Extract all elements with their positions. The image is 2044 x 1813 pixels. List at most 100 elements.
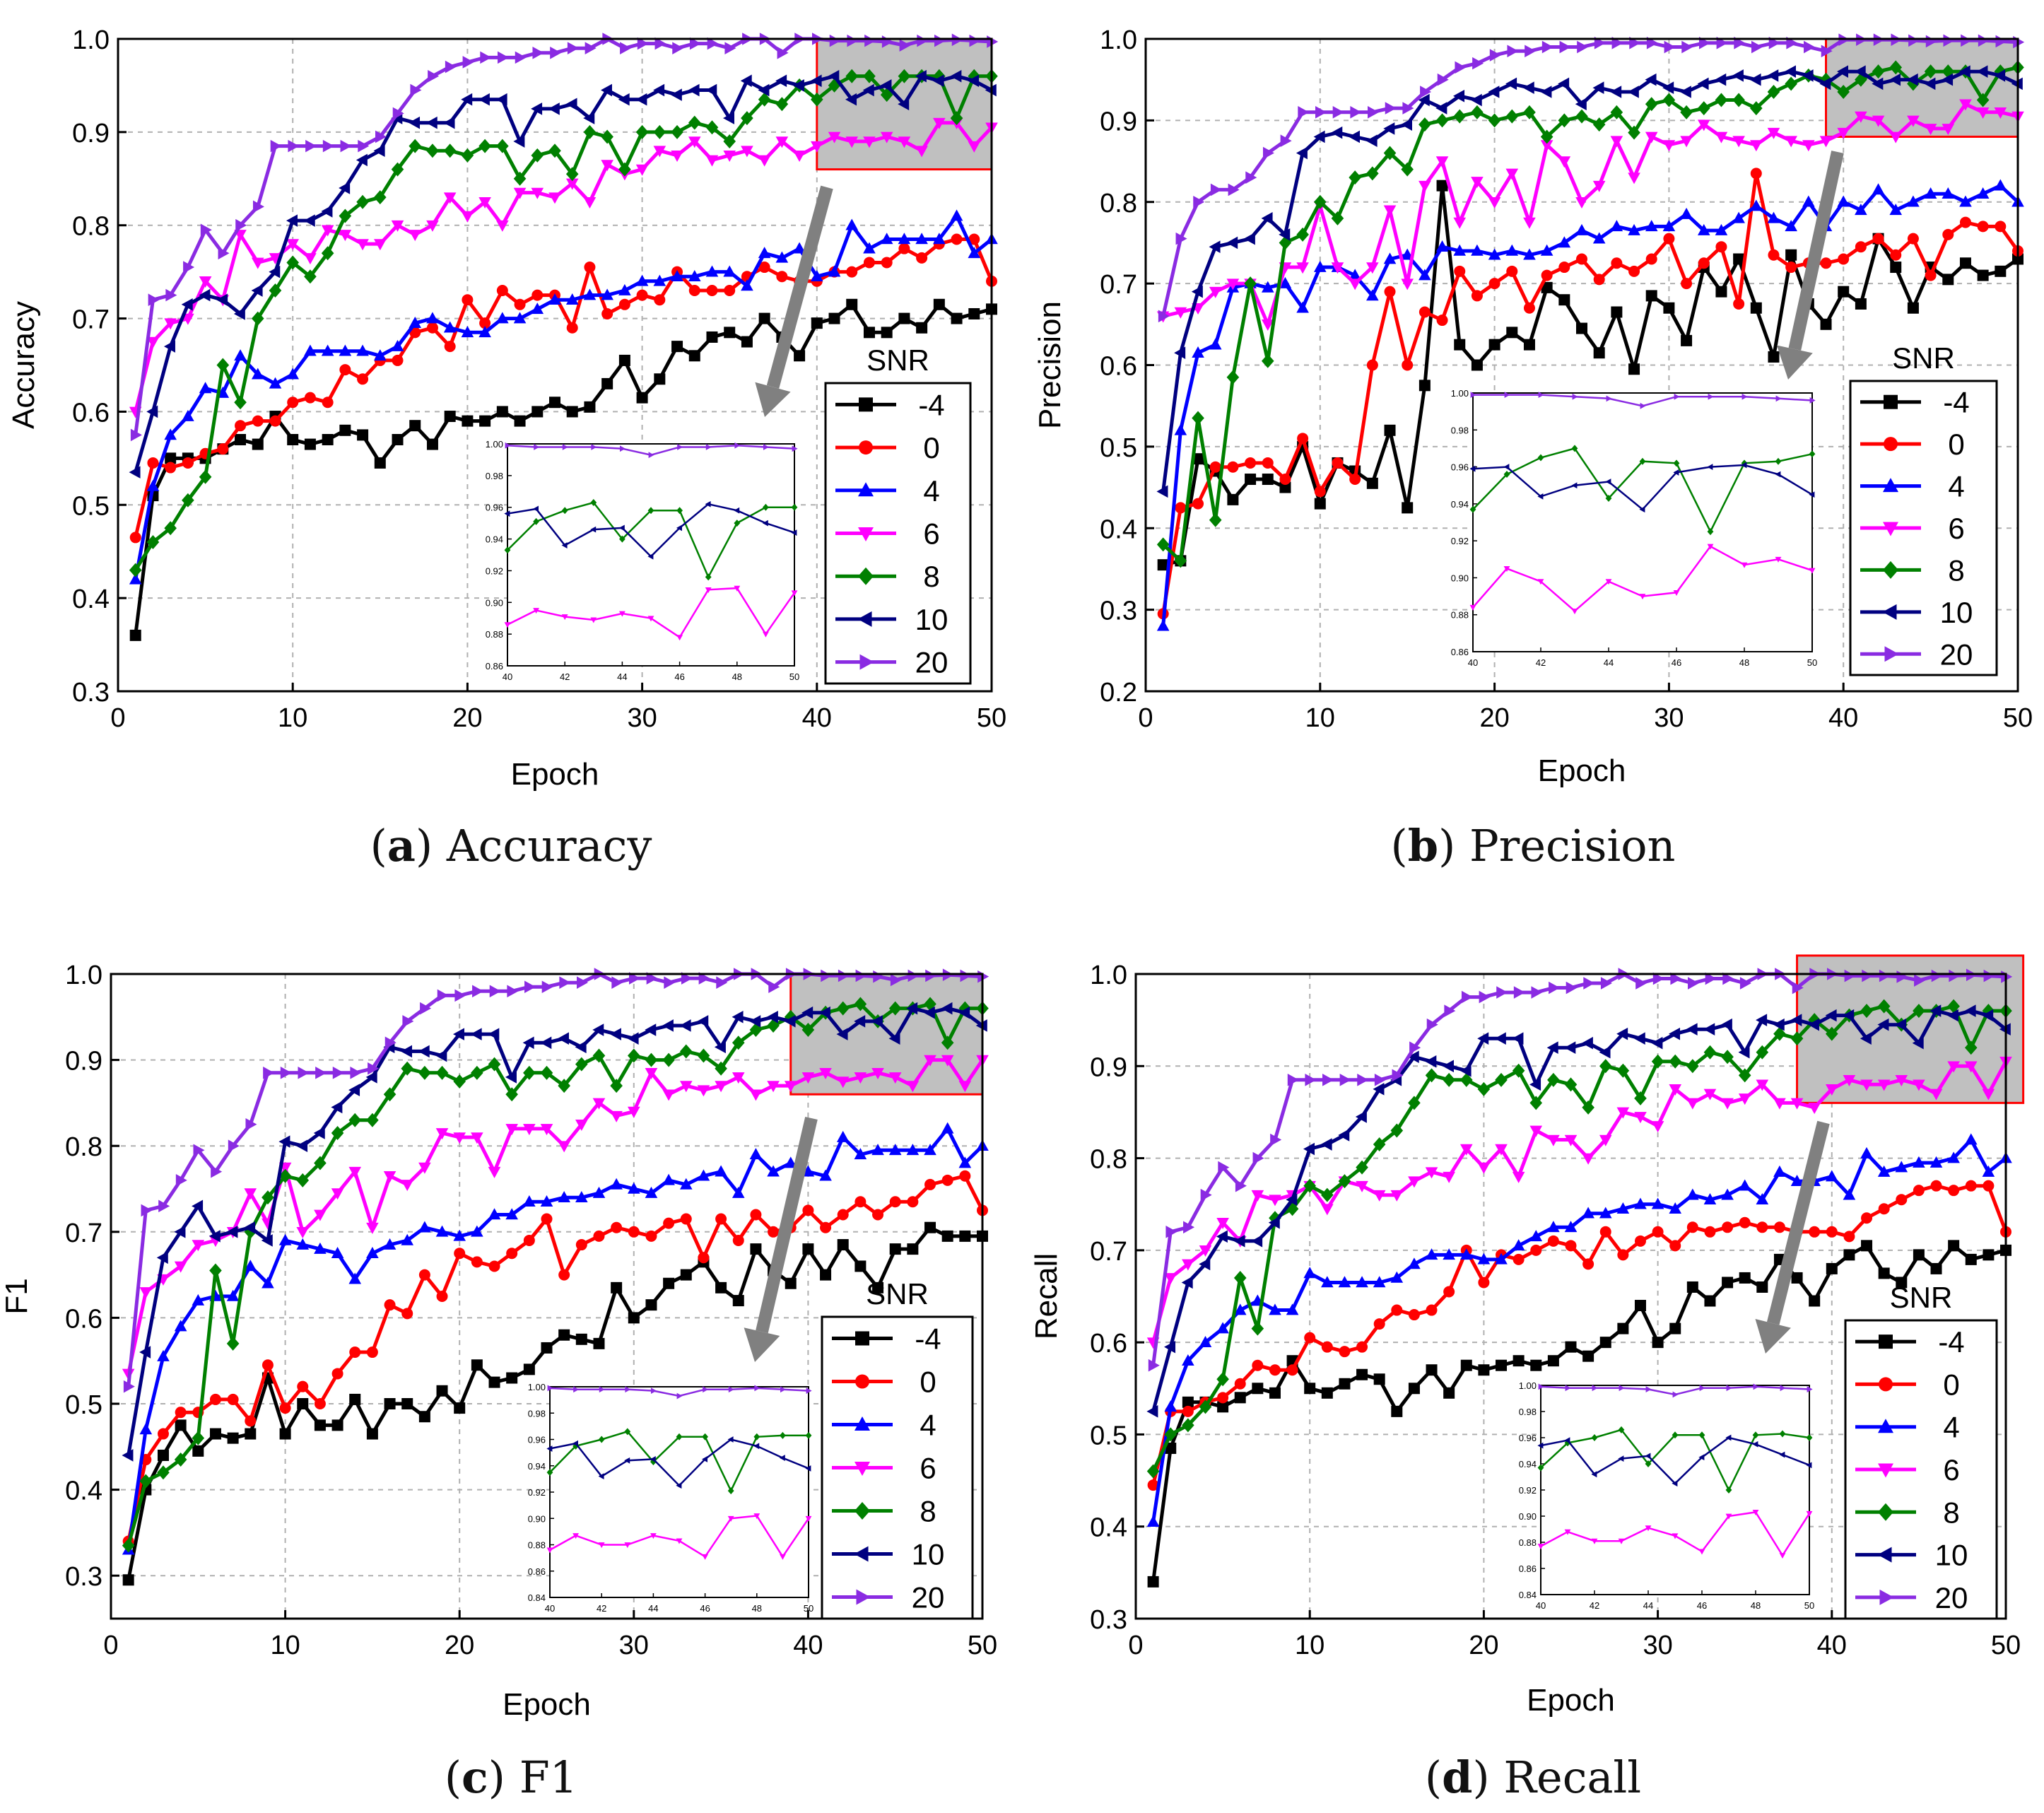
data-point [1279, 276, 1292, 288]
data-point [182, 493, 194, 507]
data-point [339, 344, 352, 356]
data-point [1913, 1156, 1925, 1168]
data-point [1703, 1089, 1717, 1101]
inset-data-point [734, 585, 741, 592]
data-point [1408, 1176, 1421, 1188]
data-point [575, 1190, 588, 1202]
data-point [1559, 40, 1571, 54]
inset-data-point [1571, 445, 1578, 452]
data-point [1408, 1096, 1421, 1110]
data-point [1489, 49, 1501, 61]
data-point [836, 1001, 850, 1016]
data-point [1739, 1272, 1751, 1284]
chart-panel-a: 0.30.40.50.60.70.80.91.00 10 20 30 40 50Epoch… [6, 25, 1006, 792]
data-point [1321, 1387, 1333, 1399]
data-point [339, 230, 352, 242]
data-point [1645, 220, 1658, 232]
data-point [349, 1393, 361, 1405]
data-point [1582, 1350, 1594, 1362]
data-point [1506, 265, 1518, 277]
legend-label: 8 [923, 560, 939, 593]
inset-data-point [1537, 454, 1544, 462]
inset-y-tick-label: 0.86 [528, 1566, 546, 1577]
x-tick-label: 10 [1305, 703, 1335, 733]
data-point [1435, 113, 1449, 128]
data-point [1645, 253, 1657, 265]
data-point [715, 1165, 727, 1177]
data-point [671, 124, 683, 139]
data-point [1564, 1134, 1578, 1146]
data-point [251, 257, 264, 269]
data-point [216, 293, 228, 306]
inset-data-point [1606, 395, 1612, 402]
data-point [366, 1222, 379, 1234]
data-point [577, 976, 589, 989]
legend-label: 20 [1935, 1581, 1968, 1614]
legend-marker [1883, 522, 1898, 536]
inset-data-point [1645, 1460, 1652, 1467]
data-point [540, 1195, 553, 1207]
inset-data-point [1591, 1471, 1597, 1478]
inset-series-8 [546, 1428, 812, 1495]
inset-data-point [1752, 1431, 1759, 1439]
data-point [1627, 86, 1639, 98]
data-point [968, 141, 981, 153]
x-tick-label: 40 [1817, 1631, 1847, 1660]
data-point [898, 98, 910, 111]
data-point [384, 1299, 396, 1311]
data-point [321, 205, 333, 218]
data-point [575, 1120, 588, 1131]
data-point [758, 262, 770, 274]
data-point [565, 293, 579, 305]
data-point [1861, 1212, 1873, 1224]
data-point [758, 312, 770, 324]
data-point [1251, 1321, 1264, 1336]
data-point [715, 1213, 727, 1225]
data-point [1478, 1364, 1490, 1376]
data-point [1994, 179, 2007, 191]
data-point [1820, 318, 1832, 330]
data-point [1495, 1252, 1508, 1265]
data-point [575, 1333, 587, 1345]
data-point [1182, 1259, 1194, 1271]
inset-y-tick-label: 0.92 [486, 565, 503, 576]
data-point [1409, 1041, 1421, 1055]
data-point [1617, 1322, 1629, 1334]
data-point [1268, 1216, 1280, 1229]
data-point [313, 1127, 325, 1139]
legend-item: 6 [1855, 1453, 1960, 1486]
data-point [1995, 221, 2007, 233]
data-point [304, 392, 316, 404]
data-point [1994, 69, 2006, 82]
data-point [724, 42, 736, 54]
data-point [1540, 86, 1552, 98]
data-point [1541, 269, 1553, 281]
chart-panel-b: 0.20.30.40.50.60.70.80.91.00 10 20 30 40 50Ep… [1033, 25, 2033, 788]
data-point [1575, 223, 1588, 235]
legend-label: -4 [918, 388, 944, 421]
data-point [1199, 1257, 1211, 1271]
data-point [1443, 1171, 1455, 1183]
y-axis-label: F1 [0, 1278, 34, 1314]
data-point [558, 1190, 570, 1202]
data-point [1321, 1276, 1334, 1288]
inset-data-point [702, 1456, 707, 1462]
legend-label: 6 [923, 517, 939, 551]
data-point [234, 395, 247, 410]
data-point [1703, 1023, 1715, 1035]
series-0 [1147, 1180, 2011, 1491]
inset-data-point [1708, 393, 1714, 400]
data-point [1269, 1303, 1281, 1315]
data-point [1408, 1309, 1420, 1321]
data-point [1809, 1295, 1821, 1307]
data-point [288, 139, 300, 153]
series-line [127, 1127, 984, 1551]
series-10 [129, 69, 997, 479]
inset-data-point [762, 520, 768, 527]
data-point [1505, 244, 1519, 256]
data-point [1164, 1340, 1176, 1354]
data-point [209, 1428, 221, 1440]
data-point [679, 1081, 693, 1093]
inset-data-point [677, 444, 683, 450]
